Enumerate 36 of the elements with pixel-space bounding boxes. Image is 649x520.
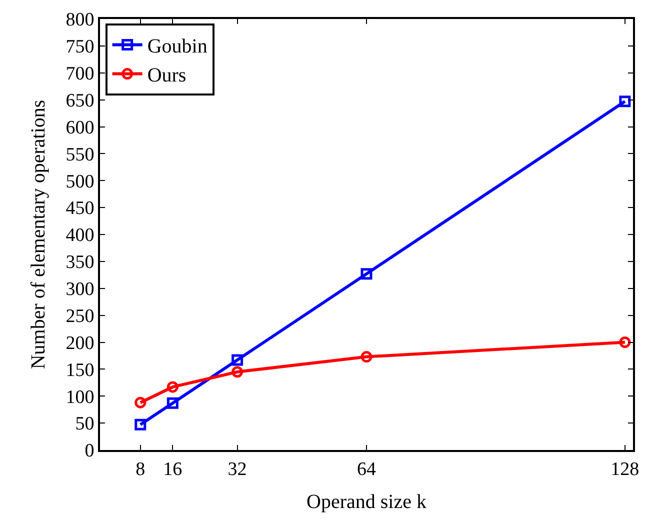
y-tick-label: 400 [66,225,94,246]
point [134,396,146,408]
y-axis-title: Number of elementary operations [28,100,50,370]
y-tick-label: 300 [66,279,94,300]
y-tick-label: 100 [66,386,94,408]
point [619,96,631,108]
y-tick-label: 500 [66,171,94,192]
point [134,418,146,430]
point [619,336,631,348]
y-tick-label: 750 [66,36,94,58]
y-tick-label: 250 [66,306,94,327]
y-tick-label: 650 [66,90,94,112]
y-tick-label: 150 [66,360,94,381]
x-tick-label: 128 [610,458,640,480]
y-tick-label: 350 [66,252,94,274]
y-tick-label: 550 [66,144,94,166]
y-tick-label: 450 [66,198,94,220]
point [232,366,244,378]
y-tick-label: 700 [66,64,94,85]
x-tick-label: 32 [228,458,247,480]
point [166,397,178,409]
y-tick-label: 50 [75,414,94,435]
x-axis-title: Operand size k [306,490,426,513]
y-tick-label: 800 [66,10,94,31]
y-tick-label: 600 [66,117,94,138]
point [360,351,372,363]
point [166,381,178,393]
legend-label: Ours [147,64,186,87]
x-tick-label: 8 [136,458,146,480]
x-tick-label: 64 [357,458,376,480]
point [232,354,244,366]
legend-label: Goubin [147,36,208,58]
y-tick-label: 200 [66,332,94,354]
point [360,268,372,280]
x-tick-label: 16 [163,458,182,480]
y-tick-label: 0 [84,440,94,462]
